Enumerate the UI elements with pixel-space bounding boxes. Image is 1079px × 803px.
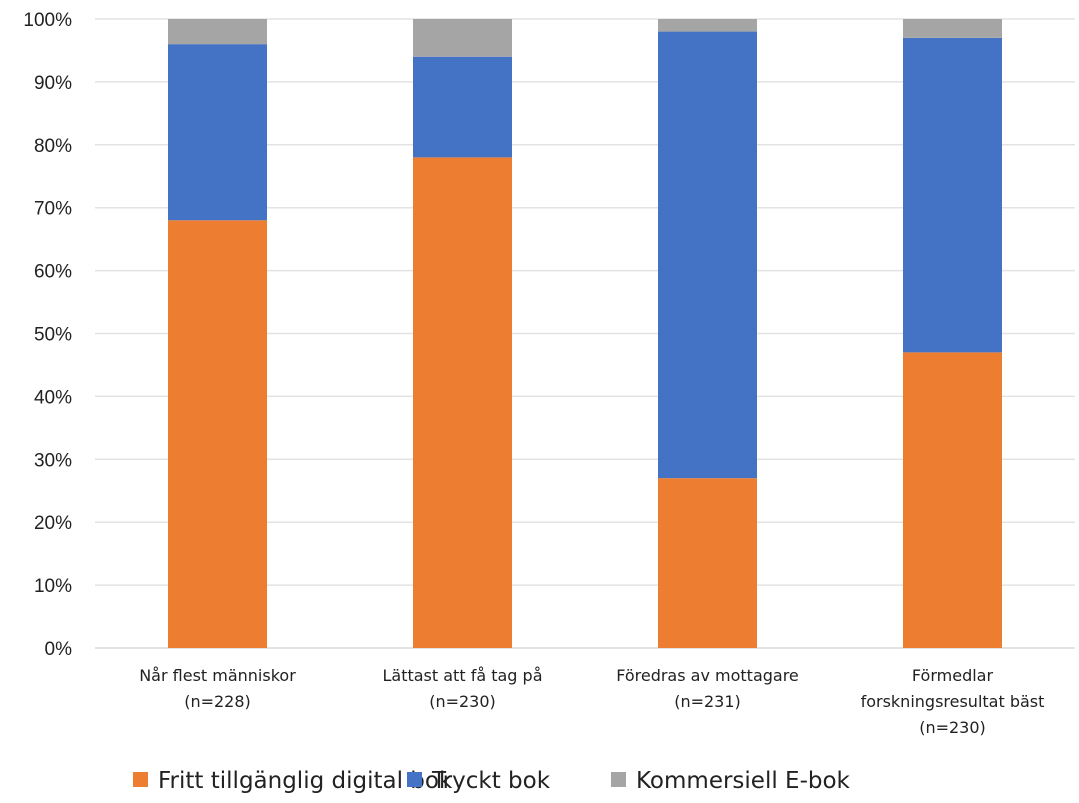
y-tick-label: 80% [34,136,72,157]
bar-segment [658,31,757,479]
bar-segment [168,19,267,45]
y-tick-label: 50% [34,325,72,346]
x-category-label: forskningsresultat bäst [861,692,1045,711]
bars [168,19,1002,648]
x-axis-category-labels: Når flest människor (n=228) Lättast att få… [139,666,1044,737]
y-tick-label: 100% [23,10,72,31]
legend-swatch [133,772,148,787]
y-tick-label: 70% [34,199,72,220]
x-category-label: (n=228) [184,692,251,711]
bar-segment [903,37,1002,353]
x-category-label: (n=231) [674,692,741,711]
bar-segment [903,352,1002,648]
y-tick-label: 30% [34,450,72,471]
y-tick-label: 10% [34,576,72,597]
x-category-label: Når flest människor [139,666,296,685]
x-category-label: Förmedlar [912,666,994,685]
legend-swatch [611,772,626,787]
legend-label: Kommersiell E-bok [636,768,851,794]
y-tick-label: 0% [45,639,73,660]
bar-segment [413,19,512,57]
bar-segment [168,220,267,648]
x-category-label: Lättast att få tag på [382,666,542,685]
x-category-label: Föredras av mottagare [616,666,799,685]
bar-segment [903,19,1002,38]
legend-swatch [407,772,422,787]
legend-label: Tryckt bok [431,768,551,794]
bar-segment [413,56,512,158]
bar-segment [168,44,267,221]
bar-segment [413,157,512,648]
y-tick-label: 60% [34,262,72,283]
y-axis-tick-labels: 0% 10% 20% 30% 40% 50% 60% 70% 80% 90% 100% [23,10,72,660]
x-category-label: (n=230) [429,692,496,711]
y-tick-label: 40% [34,387,72,408]
bar-segment [658,19,757,32]
y-tick-label: 90% [34,73,72,94]
y-tick-label: 20% [34,513,72,534]
legend-label: Fritt tillgänglig digital bok [158,768,453,794]
bar-segment [658,478,757,648]
x-category-label: (n=230) [919,718,986,737]
